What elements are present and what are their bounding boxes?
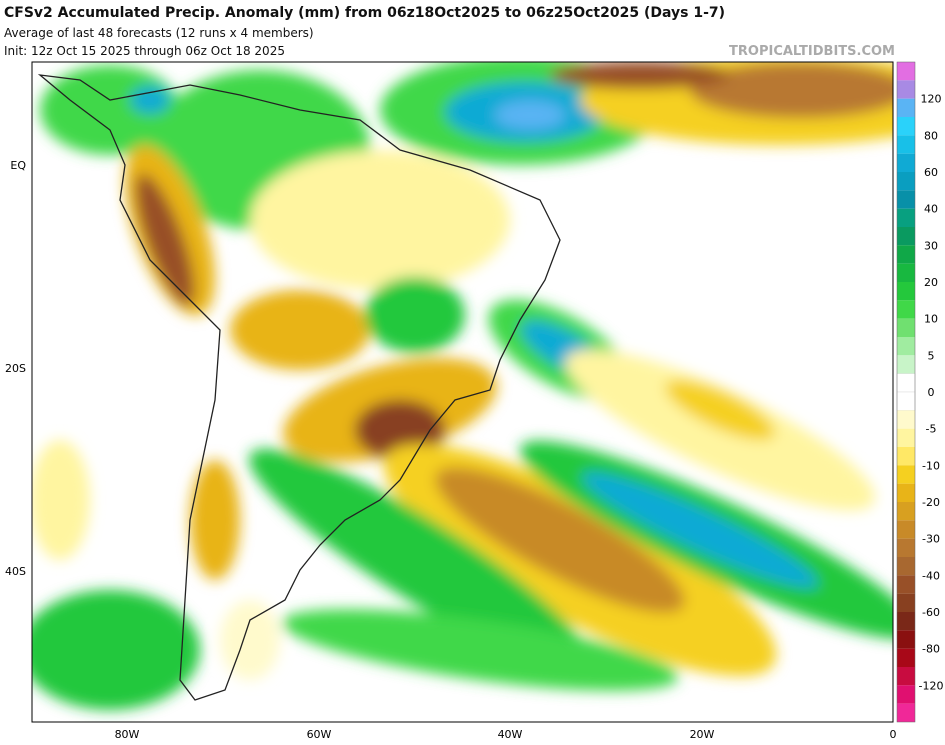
colorbar-box [897, 245, 915, 264]
map [32, 62, 893, 722]
colorbar-label: -120 [919, 679, 944, 692]
colorbar-box [897, 153, 915, 172]
colorbar-box [896, 373, 916, 393]
colorbar-label: -5 [926, 423, 937, 436]
colorbar-box [897, 337, 915, 356]
colorbar-label: -40 [922, 569, 940, 582]
lat-label: EQ [10, 159, 26, 172]
colorbar-box [897, 703, 915, 722]
map-frame [31, 61, 894, 723]
colorbar-box [897, 685, 915, 704]
colorbar-box [897, 318, 915, 337]
colorbar-box [897, 520, 915, 539]
colorbar-label: 10 [924, 313, 938, 326]
colorbar-frame [896, 61, 916, 723]
title: CFSv2 Accumulated Precip. Anomaly (mm) f… [4, 5, 725, 21]
lat-label: 20S [5, 362, 26, 375]
colorbar-box [897, 502, 915, 521]
colorbar-label: 40 [924, 203, 938, 216]
colorbar-box [897, 80, 915, 99]
colorbar-box [897, 575, 915, 594]
colorbar-label: 120 [921, 93, 942, 106]
colorbar-label: -80 [922, 643, 940, 656]
colorbar-box [897, 557, 915, 576]
colorbar-box [897, 465, 915, 484]
colorbar-box [897, 62, 915, 81]
colorbar-box [897, 667, 915, 686]
colorbar-label: 80 [924, 129, 938, 142]
colorbar: 120 80 60 40 30 20 10 5 0 -5 -10 -20 -30 -40 -60 -80 -12… [896, 61, 944, 723]
colorbar-box [897, 190, 915, 209]
colorbar-box [897, 648, 915, 667]
colorbar-box [897, 410, 915, 429]
lon-label: 20W [690, 728, 715, 741]
colorbar-label: -20 [922, 496, 940, 509]
colorbar-label: -30 [922, 533, 940, 546]
colorbar-label: 60 [924, 166, 938, 179]
colorbar-label: 5 [928, 349, 935, 362]
colorbar-label: 30 [924, 239, 938, 252]
colorbar-box [896, 391, 916, 411]
colorbar-label: -60 [922, 606, 940, 619]
init: Init: 12z Oct 15 2025 through 06z Oct 18… [4, 44, 285, 58]
colorbar-label: 20 [924, 276, 938, 289]
colorbar-box [897, 117, 915, 136]
colorbar-box [897, 300, 915, 319]
watermark: TROPICALTIDBITS.COM [729, 44, 895, 59]
subtitle: Average of last 48 forecasts (12 runs x … [4, 26, 314, 40]
colorbar-box [897, 630, 915, 649]
colorbar-label: -10 [922, 459, 940, 472]
lon-label: 40W [498, 728, 523, 741]
colorbar-box [897, 538, 915, 557]
colorbar-label: 0 [928, 386, 935, 399]
colorbar-box [897, 135, 915, 154]
colorbar-box [897, 612, 915, 631]
colorbar-box [897, 483, 915, 502]
colorbar-box [897, 593, 915, 612]
colorbar-box [897, 282, 915, 301]
colorbar-box [897, 227, 915, 246]
lon-label: 80W [115, 728, 140, 741]
lat-label: 40S [5, 565, 26, 578]
colorbar-box [897, 263, 915, 282]
colorbar-box [897, 447, 915, 466]
colorbar-box [897, 98, 915, 117]
lon-label: 0 [890, 728, 897, 741]
colorbar-box [897, 428, 915, 447]
colorbar-box [897, 355, 915, 374]
colorbar-box [897, 172, 915, 191]
colorbar-box [897, 208, 915, 227]
lon-label: 60W [307, 728, 332, 741]
